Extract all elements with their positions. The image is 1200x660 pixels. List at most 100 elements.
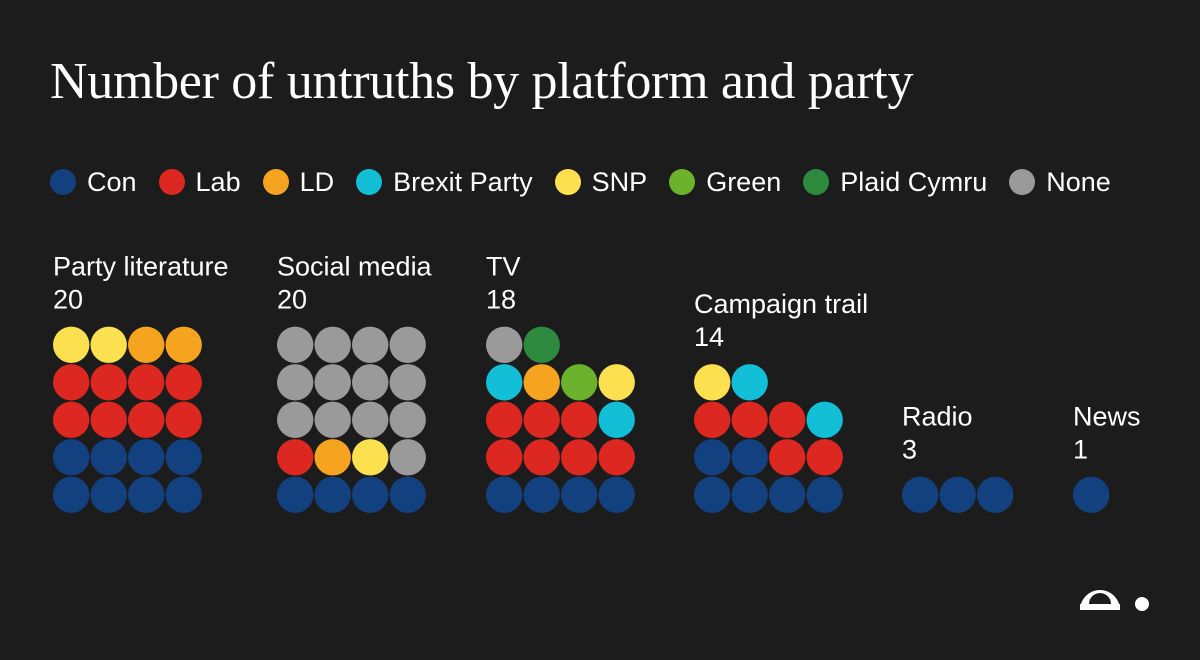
group-total-label: 14 [694,322,724,352]
dot-con [314,476,351,513]
dot-con [769,476,806,513]
dot-con [694,439,731,476]
chart-title: Number of untruths by platform and party [50,53,914,110]
dot-none [277,364,314,401]
legend: Con Lab LD Brexit Party SNP Green Plaid Cymru N… [50,164,1111,200]
dot-none [352,401,389,438]
legend-swatch-snp [554,169,581,195]
legend-item-brexit: Brexit Party [356,167,533,198]
dot-none [277,326,314,363]
dot-lab [694,401,731,438]
dot-con [352,476,389,513]
dot-ld [523,364,560,401]
dot-lab [165,364,202,401]
dot-snp [52,326,90,363]
legend-label-snp: SNP [591,166,648,197]
legend-swatch-plaid [803,169,830,195]
dot-snp [598,364,635,401]
group-name-label: Party literature [53,252,229,282]
dot-lab [128,364,165,401]
dot-lab [277,439,314,476]
dot-none [389,439,426,476]
dot-snp [694,364,731,401]
dot-con [523,476,560,513]
legend-swatch-brexit [356,169,383,195]
dot-lab [486,439,523,476]
legend-label-ld: LD [299,166,335,197]
group-total-label: 1 [1073,435,1088,465]
group-name-label: Campaign trail [694,289,868,319]
dot-lab [806,439,843,476]
dot-lab [598,439,635,476]
group-name-label: Social media [277,252,433,282]
dot-lab [90,364,127,401]
legend-label-brexit: Brexit Party [393,166,533,197]
legend-item-lab: Lab [158,166,241,198]
legend-item-plaid: Plaid Cymru [803,167,987,198]
legend-item-green: Green [669,167,781,198]
dot-none [352,326,389,363]
dot-lab [90,401,127,438]
dot-brexit [486,364,523,401]
dot-con [731,476,768,513]
legend-swatch-lab [158,169,185,195]
dot-lab [52,364,90,401]
brand-logo [1080,590,1149,611]
dot-lab [731,401,768,438]
dot-con [128,476,165,513]
dot-con [694,476,731,513]
dot-lab [769,401,806,438]
dot-plaid [523,326,560,363]
dot-ld [314,439,351,476]
dot-con [165,439,202,476]
dot-none [389,364,426,401]
dot-green [561,364,598,401]
legend-label-con: Con [87,166,137,197]
dot-con [977,476,1014,513]
dot-none [277,401,314,438]
dot-con [731,439,768,476]
legend-item-con: Con [50,167,137,198]
dot-ld [165,326,202,363]
dot-con [486,476,523,513]
dot-lab [128,401,165,438]
dot-none [314,401,351,438]
dot-con [128,439,165,476]
group-name-label: TV [486,252,521,282]
dot-con [939,476,976,513]
dot-lab [561,401,598,438]
dot-con [806,476,843,513]
dot-none [389,326,426,363]
dot-lab [769,439,806,476]
group-name-label: News [1073,402,1141,432]
dot-con [902,476,939,513]
dot-con [277,476,314,513]
dot-none [486,326,523,363]
legend-swatch-green [669,169,696,195]
dot-lab [52,401,90,438]
legend-label-none: None [1046,166,1111,197]
dot-lab [165,401,202,438]
dot-snp [90,326,127,363]
dot-con [598,476,635,513]
group-total-label: 3 [902,435,917,465]
dot-lab [561,439,598,476]
group-total-label: 20 [277,285,307,315]
legend-label-plaid: Plaid Cymru [840,166,988,197]
legend-label-green: Green [706,166,782,197]
dot-lab [523,439,560,476]
legend-swatch-ld [262,169,289,195]
legend-label-lab: Lab [195,166,241,197]
dot-con [1073,476,1110,513]
dot-none [314,326,351,363]
dot-con [52,439,90,476]
dot-snp [352,439,389,476]
dot-none [352,364,389,401]
dot-brexit [806,401,843,438]
dot-con [165,476,202,513]
